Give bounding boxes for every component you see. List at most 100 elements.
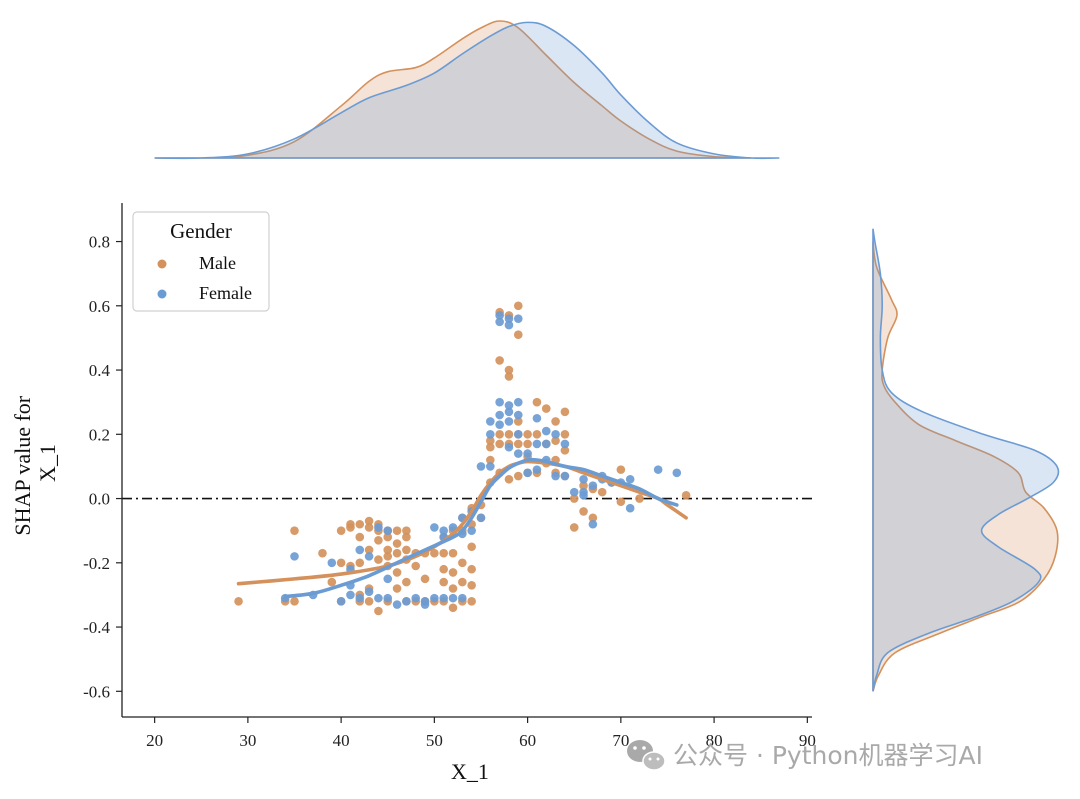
- female-point: [523, 449, 532, 458]
- male-point: [523, 430, 532, 439]
- female-point: [448, 593, 458, 603]
- wechat-icon: [627, 740, 666, 771]
- y-tick-label: 0.2: [89, 425, 110, 444]
- watermark: 公众号 · Python机器学习AI: [627, 740, 983, 771]
- female-point: [467, 526, 476, 535]
- male-point: [383, 532, 393, 542]
- male-point: [336, 558, 346, 568]
- male-point: [439, 577, 448, 587]
- y-tick-label: 0.6: [89, 297, 110, 316]
- female-point: [653, 465, 663, 474]
- male-point: [364, 545, 374, 555]
- female-point: [579, 474, 588, 484]
- y-tick-label: -0.2: [83, 554, 110, 573]
- female-point: [495, 311, 504, 320]
- female-point: [513, 449, 523, 458]
- male-point: [355, 558, 365, 568]
- female-point: [625, 474, 635, 484]
- female-point: [560, 439, 570, 449]
- female-point: [541, 426, 551, 436]
- female-point: [420, 600, 430, 609]
- female-point: [569, 487, 579, 497]
- female-point: [495, 420, 504, 429]
- male-point: [486, 455, 495, 465]
- male-point: [467, 542, 476, 552]
- female-trend-line: [283, 457, 679, 599]
- legend-label-male: Male: [199, 253, 236, 273]
- y-axis-label-line-1: SHAP value for: [10, 395, 35, 535]
- female-point: [579, 487, 588, 497]
- female-point: [513, 314, 523, 323]
- female-point: [551, 430, 560, 439]
- female-point: [411, 593, 421, 603]
- female-point: [392, 600, 402, 609]
- male-point: [364, 516, 374, 526]
- male-point: [513, 330, 523, 340]
- male-point: [392, 584, 402, 593]
- male-point: [560, 407, 570, 417]
- y-tick-label: 0.4: [89, 361, 111, 380]
- female-point: [374, 523, 383, 532]
- male-point: [532, 397, 542, 407]
- female-point: [486, 417, 495, 426]
- male-point: [467, 564, 476, 574]
- female-point: [504, 320, 514, 330]
- female-point: [346, 590, 355, 600]
- female-point: [439, 593, 448, 603]
- female-point: [336, 597, 346, 606]
- female-point: [588, 519, 598, 529]
- male-point: [402, 532, 411, 542]
- male-point: [374, 606, 383, 616]
- male-point: [448, 584, 458, 593]
- right-density-male: [872, 241, 1059, 692]
- legend: Gender Male Female: [132, 211, 270, 312]
- male-point: [458, 558, 467, 568]
- female-point: [532, 465, 542, 474]
- female-point: [476, 513, 486, 523]
- right-marginal-density: [872, 228, 1060, 692]
- male-point: [448, 603, 458, 613]
- y-tick-label: 0.8: [89, 233, 110, 252]
- female-point: [383, 593, 393, 603]
- male-point: [588, 513, 598, 523]
- male-point: [635, 494, 644, 503]
- male-point: [486, 436, 495, 446]
- male-point: [392, 539, 402, 548]
- top-density-female: [154, 21, 780, 160]
- male-point: [569, 523, 579, 532]
- female-point: [430, 523, 439, 532]
- female-point: [588, 481, 598, 491]
- male-point: [551, 436, 560, 446]
- female-point: [374, 593, 383, 603]
- male-point: [383, 545, 393, 555]
- male-point: [374, 555, 383, 564]
- female-point: [476, 462, 486, 471]
- female-point: [458, 593, 467, 603]
- male-point: [364, 597, 374, 606]
- male-point: [392, 568, 402, 577]
- male-point: [560, 430, 570, 439]
- main-scatter-plot: 20 30 40 50 60 70 80 90 -0.6 -0.4 -0.2 0.0 0.2 0.4 0.…: [10, 203, 816, 784]
- y-tick-label: -0.6: [83, 682, 110, 701]
- y-tick-label: -0.4: [83, 618, 110, 637]
- legend-label-female: Female: [199, 283, 252, 303]
- x-tick-label: 70: [612, 731, 629, 750]
- female-point: [504, 407, 514, 417]
- male-point: [467, 580, 476, 590]
- male-point: [579, 507, 588, 516]
- y-axis-label: SHAP value for X_1: [10, 390, 60, 535]
- female-point: [551, 471, 560, 481]
- female-point: [532, 413, 542, 423]
- male-point: [495, 439, 504, 449]
- male-points: [234, 301, 691, 616]
- male-point: [402, 577, 411, 587]
- male-point: [616, 465, 626, 474]
- x-axis-ticks: 20 30 40 50 60 70 80 90: [146, 717, 816, 750]
- female-point: [364, 552, 374, 561]
- female-point: [495, 397, 504, 407]
- male-point: [560, 446, 570, 455]
- female-point: [290, 552, 299, 561]
- female-point: [513, 410, 523, 420]
- male-point: [532, 430, 542, 439]
- male-point: [523, 439, 532, 449]
